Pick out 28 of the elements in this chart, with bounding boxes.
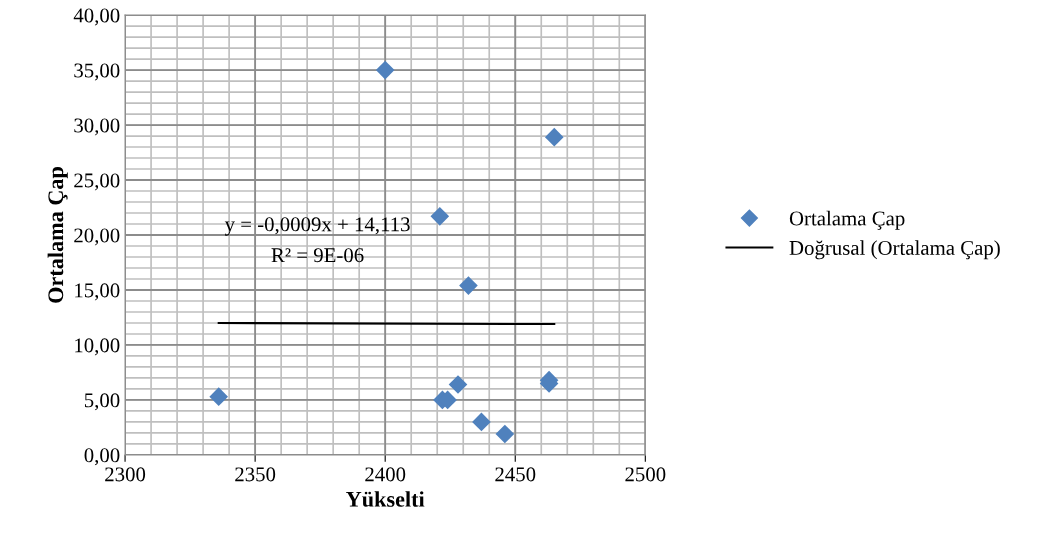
- x-axis-title: Yükselti: [346, 491, 425, 507]
- y-tick-label: 20,00: [74, 228, 120, 246]
- y-tick-label: 25,00: [74, 173, 120, 191]
- y-tick-label: 30,00: [74, 118, 120, 136]
- y-tick-label: 0,00: [84, 448, 120, 466]
- y-tick-label: 15,00: [75, 283, 120, 301]
- point: [375, 60, 395, 80]
- y-tick-label: 5,00: [84, 393, 120, 411]
- point: [430, 206, 450, 226]
- legend-label: Ortalama Çap: [789, 210, 905, 230]
- x-tick-label: 2300: [105, 467, 146, 482]
- point: [448, 375, 468, 394]
- annotation: y = -0,0009x + 14,113: [224, 217, 410, 236]
- y-tick-label: 40,00: [73, 8, 120, 26]
- y-tick-label: 35,00: [74, 63, 120, 81]
- x-tick-label: 2500: [625, 467, 666, 482]
- legend-label: Doğrusal (Ortalama Çap): [789, 240, 1000, 260]
- x-tick-label: 2350: [235, 467, 276, 482]
- point: [495, 424, 515, 444]
- x-tick-label: 2450: [495, 467, 536, 482]
- point: [472, 412, 491, 432]
- annotation: R² = 9E-06: [271, 248, 364, 263]
- point: [459, 276, 478, 295]
- point: [544, 127, 564, 147]
- x-tick-label: 2400: [365, 467, 406, 482]
- y-axis-title: Ortalama Çap: [47, 167, 68, 303]
- y-tick-label: 10,00: [75, 338, 120, 356]
- point: [209, 387, 229, 406]
